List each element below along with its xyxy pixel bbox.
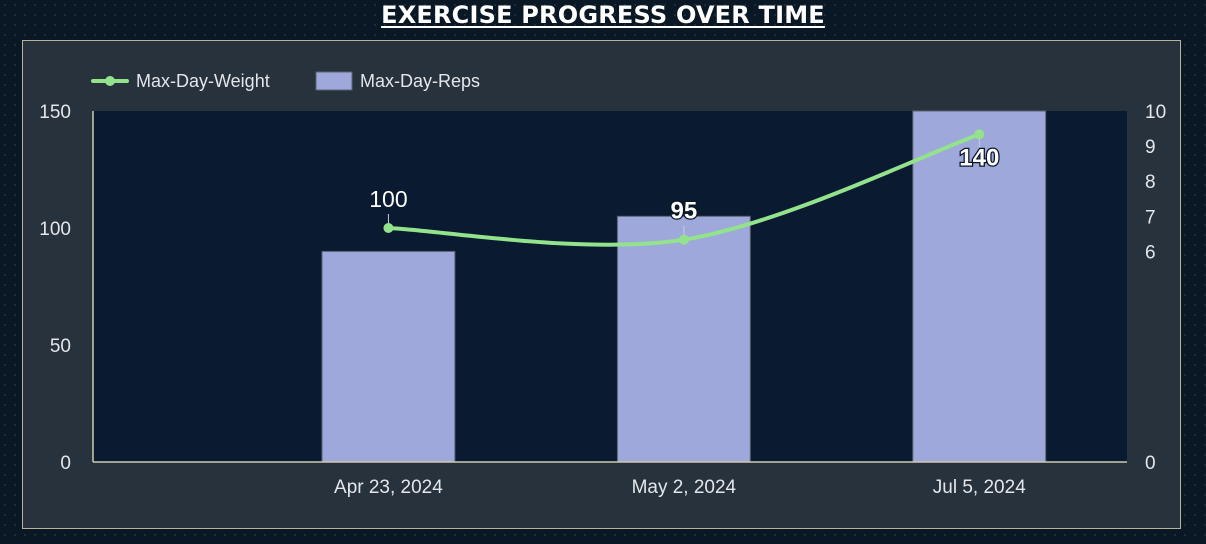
bar-3 (912, 110, 1047, 463)
data-label-2: 95 (671, 198, 698, 225)
x-tick-label: Jul 5, 2024 (933, 477, 1026, 498)
y-left-tick-label: 100 (39, 219, 71, 240)
legend-line-marker (105, 76, 115, 86)
legend-label-max-day-weight: Max-Day-Weight (136, 71, 270, 91)
line-point-3 (974, 129, 985, 140)
combo-chart: 100 95 140 0 50 100 150 0 6 7 8 9 10 Apr 23, 2024 May … (39, 71, 1166, 498)
y-right-tick-label: 6 (1145, 242, 1156, 263)
y-left-tick-label: 50 (50, 336, 71, 357)
data-label-3: 140 (959, 144, 999, 171)
y-right-tick-label: 8 (1145, 172, 1156, 193)
y-right-tick-label: 7 (1145, 207, 1156, 228)
page-title: EXERCISE PROGRESS OVER TIME (381, 1, 825, 29)
chart-panel: 100 95 140 0 50 100 150 0 6 7 8 9 10 Apr 23, 2024 May … (22, 40, 1181, 529)
y-left-tick-label: 150 (39, 102, 71, 123)
line-point-1 (383, 223, 394, 233)
bar-2 (616, 215, 751, 463)
line-point-2 (678, 234, 689, 245)
y-right-tick-label: 0 (1145, 453, 1156, 474)
legend-bar-swatch (315, 71, 353, 91)
y-right-tick-label: 10 (1145, 102, 1166, 123)
y-right-tick-label: 9 (1145, 137, 1156, 158)
x-tick-label: May 2, 2024 (632, 477, 737, 498)
x-tick-label: Apr 23, 2024 (334, 477, 443, 498)
y-left-tick-label: 0 (60, 453, 71, 474)
legend-label-max-day-reps: Max-Day-Reps (360, 71, 480, 91)
data-label-1: 100 (369, 186, 407, 212)
bar-1 (321, 250, 456, 463)
